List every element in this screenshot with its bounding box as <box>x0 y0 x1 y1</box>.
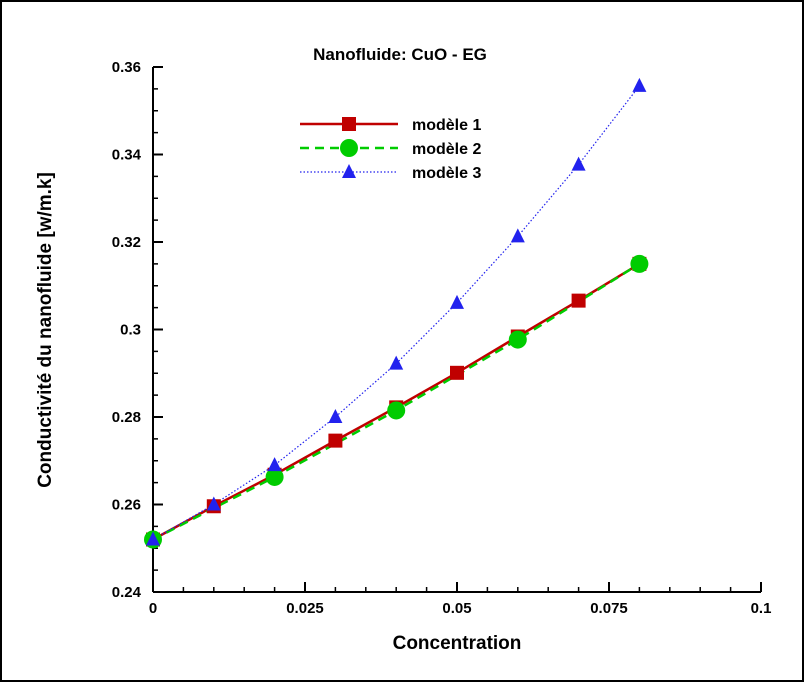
y-tick-label: 0.28 <box>112 409 141 426</box>
y-tick-label: 0.34 <box>112 147 142 164</box>
data-point-series-2 <box>387 401 406 420</box>
data-point-series-1 <box>571 293 586 308</box>
legend-label-2: modèle 2 <box>412 141 481 158</box>
x-tick-label: 0 <box>149 600 157 617</box>
data-point-series-2 <box>265 467 284 486</box>
x-axis-label: Concentration <box>393 633 522 654</box>
x-tick-label: 0.025 <box>286 600 324 617</box>
data-point-series-3 <box>267 457 282 472</box>
legend-marker-3 <box>342 164 356 178</box>
data-point-series-3 <box>328 409 343 423</box>
legend-label-3: modèle 3 <box>412 165 481 182</box>
data-point-series-2 <box>508 330 527 349</box>
legend-label-1: modèle 1 <box>412 117 481 134</box>
series-layer <box>144 77 649 549</box>
data-point-series-3 <box>450 294 464 309</box>
x-tick-label: 0.05 <box>442 600 471 617</box>
x-tick-label: 0.075 <box>590 600 628 617</box>
y-tick-label: 0.26 <box>112 497 141 514</box>
chart-title: Nanofluide: CuO - EG <box>313 45 487 64</box>
data-point-series-3 <box>510 228 525 243</box>
y-axis-label: Conductivité du nanofluide [w/m.k] <box>35 172 56 488</box>
data-point-series-3 <box>571 156 586 171</box>
legend-marker-2 <box>340 139 358 157</box>
legend: modèle 1 modèle 2 modèle 3 <box>300 117 481 182</box>
data-point-series-1 <box>328 433 343 448</box>
y-tick-label: 0.32 <box>112 234 141 251</box>
data-point-series-2 <box>630 254 649 273</box>
legend-marker-1 <box>342 117 356 131</box>
axes: 0 0.025 0.05 0.075 0.1 0.24 0.26 0.28 0.3 0.32 0.3… <box>112 59 772 617</box>
data-point-series-3 <box>146 531 160 546</box>
data-point-series-1 <box>450 365 464 380</box>
data-point-series-3 <box>206 496 221 511</box>
y-tick-label: 0.36 <box>112 59 141 76</box>
y-tick-label: 0.24 <box>112 584 142 601</box>
data-point-series-3 <box>389 355 404 370</box>
data-point-series-3 <box>632 77 647 92</box>
x-tick-label: 0.1 <box>751 600 772 617</box>
y-tick-label: 0.3 <box>120 322 141 339</box>
